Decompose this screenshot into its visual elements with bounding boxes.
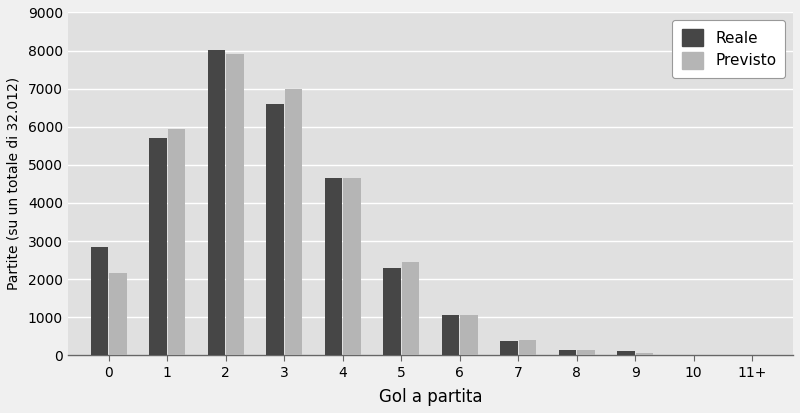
Bar bbox=[325, 178, 342, 355]
Bar bbox=[90, 247, 108, 355]
Bar bbox=[208, 50, 225, 355]
Y-axis label: Partite (su un totale di 32.012): Partite (su un totale di 32.012) bbox=[7, 77, 21, 290]
Bar bbox=[343, 178, 361, 355]
Bar bbox=[149, 138, 166, 355]
Bar bbox=[636, 353, 654, 355]
Bar bbox=[110, 273, 127, 355]
X-axis label: Gol a partita: Gol a partita bbox=[378, 388, 482, 406]
Bar bbox=[226, 55, 244, 355]
Bar bbox=[518, 340, 536, 355]
Bar bbox=[617, 351, 634, 355]
Bar bbox=[383, 268, 401, 355]
Bar bbox=[558, 350, 576, 355]
Bar bbox=[168, 128, 186, 355]
Bar bbox=[500, 341, 518, 355]
Bar bbox=[460, 315, 478, 355]
Bar bbox=[285, 89, 302, 355]
Bar bbox=[402, 261, 419, 355]
Bar bbox=[442, 315, 459, 355]
Legend: Reale, Previsto: Reale, Previsto bbox=[672, 20, 786, 78]
Bar bbox=[266, 104, 284, 355]
Bar bbox=[578, 349, 595, 355]
